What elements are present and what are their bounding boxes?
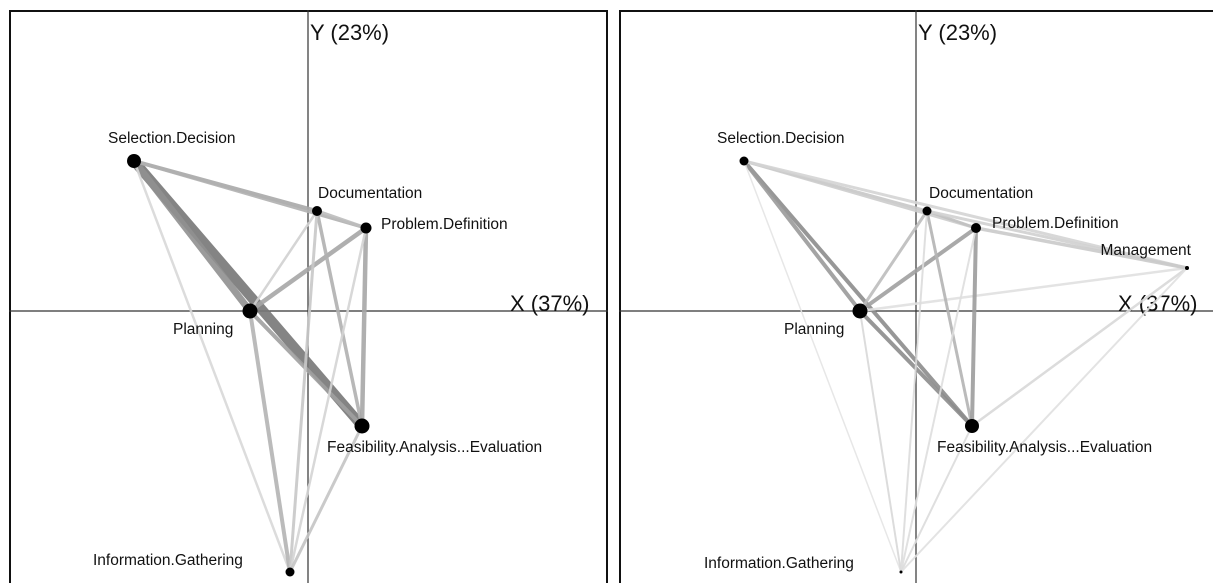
left-node-Feasibility.Analysis...Evaluation <box>354 418 370 434</box>
right-edge-Information.Gathering-Management <box>900 267 1188 573</box>
left-edge-Selection.Decision-Information.Gathering <box>132 159 292 574</box>
left-node-Information.Gathering <box>285 567 295 577</box>
left-edge-Feasibility.Analysis...Evaluation-Information.Gathering <box>288 424 364 574</box>
right-edge-Feasibility.Analysis...Evaluation-Information.Gathering <box>900 425 973 573</box>
left-node-label: Documentation <box>318 185 422 202</box>
left-edge-Documentation-Information.Gathering <box>288 209 319 574</box>
right-node-Management <box>1185 266 1189 270</box>
left-edge-Selection.Decision-Planning <box>130 157 254 315</box>
right-x-axis-label: X (37%) <box>1118 291 1197 316</box>
left-x-axis-label: X (37%) <box>510 291 589 316</box>
left-node-Selection.Decision <box>127 154 141 168</box>
left-edge-Documentation-Problem.Definition <box>315 209 368 230</box>
right-network: Y (23%) X (37%) Selection.Decision Document… <box>619 10 1213 583</box>
left-node-Documentation <box>312 206 322 216</box>
right-node-Selection.Decision <box>739 156 749 166</box>
left-edge-Planning-Information.Gathering <box>248 309 292 574</box>
right-edge-Planning-Documentation <box>858 209 929 313</box>
right-edge-Problem.Definition-Management <box>974 226 1189 270</box>
right-node-label: Planning <box>784 321 844 338</box>
right-edge-Planning-Problem.Definition <box>858 226 978 313</box>
right-node-Problem.Definition <box>971 223 981 233</box>
right-edge-Selection.Decision-Planning <box>742 159 862 313</box>
right-edge-Planning-Management <box>858 266 1189 313</box>
right-node-label: Selection.Decision <box>717 130 845 147</box>
right-edge-Problem.Definition-Information.Gathering <box>900 227 977 573</box>
right-node-Feasibility.Analysis...Evaluation <box>965 419 979 433</box>
right-node-label: Documentation <box>929 185 1033 202</box>
left-edge-Problem.Definition-Information.Gathering <box>288 226 368 574</box>
left-node-label: Feasibility.Analysis...Evaluation <box>327 439 542 456</box>
right-node-label: Information.Gathering <box>704 555 854 572</box>
right-node-Documentation <box>922 206 932 216</box>
right-node-Information.Gathering <box>899 570 903 574</box>
right-node-label: Problem.Definition <box>992 215 1119 232</box>
right-node-label: Feasibility.Analysis...Evaluation <box>937 439 1152 456</box>
left-node-Problem.Definition <box>360 222 372 234</box>
left-edge-Selection.Decision-Problem.Definition <box>132 159 368 230</box>
right-edge-Selection.Decision-Management <box>742 159 1189 270</box>
right-edge-Selection.Decision-Information.Gathering <box>743 160 902 573</box>
right-edge-Problem.Definition-Feasibility.Analysis...Evaluation <box>970 226 978 428</box>
right-edge-Selection.Decision-Problem.Definition <box>742 159 978 230</box>
right-edge-Planning-Information.Gathering <box>859 310 902 573</box>
left-edge-Problem.Definition-Feasibility.Analysis...Evaluation <box>359 225 369 429</box>
left-y-axis-label: Y (23%) <box>310 20 389 45</box>
left-node-label: Information.Gathering <box>93 552 243 569</box>
right-edge-Feasibility.Analysis...Evaluation-Management <box>970 266 1189 428</box>
left-node-label: Planning <box>173 321 233 338</box>
left-edge-Planning-Documentation <box>248 209 319 313</box>
right-edge-Documentation-Information.Gathering <box>900 210 928 573</box>
left-edge-Planning-Problem.Definition <box>247 225 369 314</box>
left-node-label: Selection.Decision <box>108 130 236 147</box>
left-node-Planning <box>242 303 258 319</box>
left-network: Y (23%) X (37%) Selection.Decision Document… <box>9 10 608 583</box>
right-y-axis-label: Y (23%) <box>918 20 997 45</box>
right-edge-Documentation-Feasibility.Analysis...Evaluation <box>925 209 974 428</box>
left-node-label: Problem.Definition <box>381 216 508 233</box>
right-node-label: Management <box>1101 242 1192 259</box>
right-edge-Selection.Decision-Feasibility.Analysis...Evaluation <box>742 159 974 428</box>
right-node-Planning <box>852 303 868 319</box>
left-edge-Documentation-Feasibility.Analysis...Evaluation <box>315 209 364 428</box>
